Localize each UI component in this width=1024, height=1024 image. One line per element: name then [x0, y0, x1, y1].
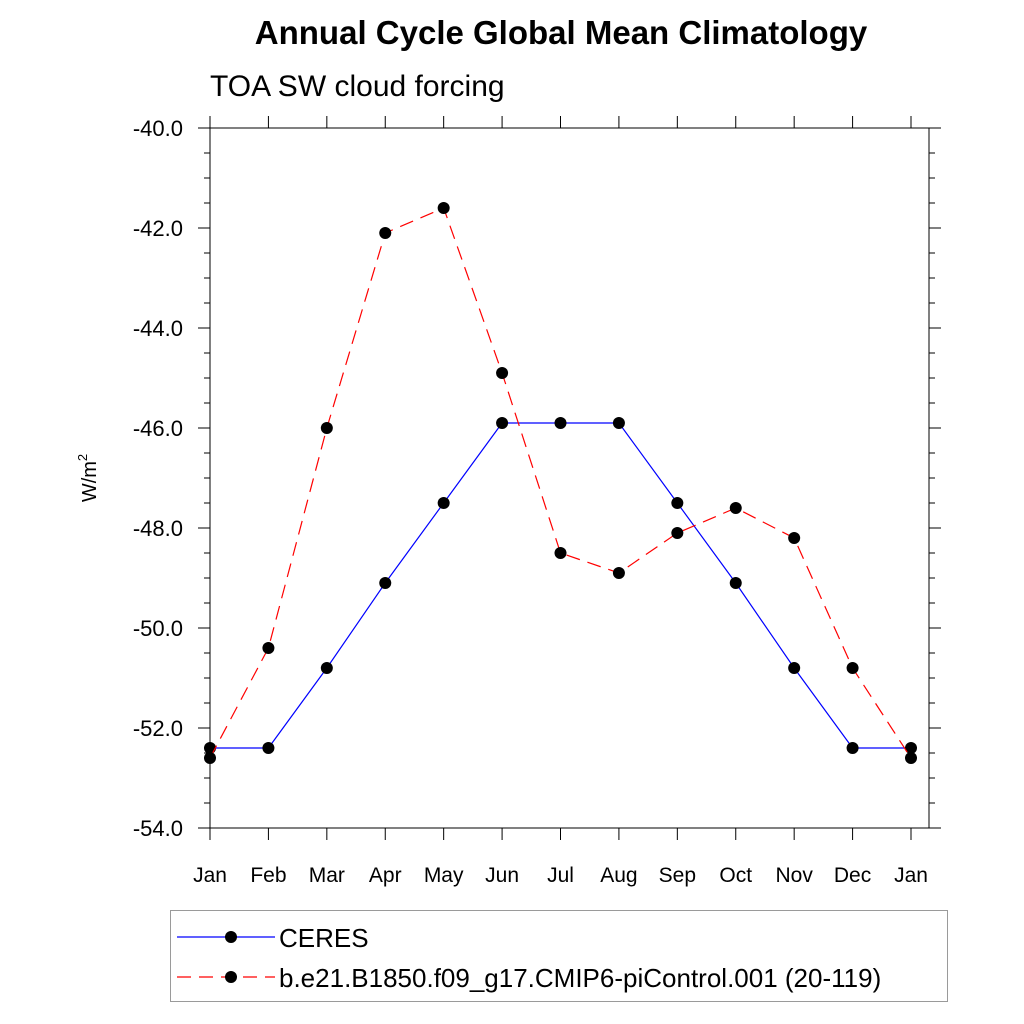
x-tick-label: Nov — [775, 864, 813, 887]
y-axis-label-superscript: 2 — [75, 454, 90, 461]
data-point — [554, 547, 567, 559]
legend-item-ceres: CERES — [171, 917, 947, 957]
series-line — [209, 207, 912, 759]
data-point — [204, 742, 216, 754]
x-tick-label: Jun — [485, 864, 519, 887]
legend-label-ceres: CERES — [279, 923, 369, 953]
x-tick-label: Jan — [894, 864, 928, 887]
legend-label-model: b.e21.B1850.f09_g17.CMIP6-piControl.001 … — [279, 963, 882, 993]
data-point — [612, 417, 625, 429]
series-ceres — [204, 417, 917, 754]
x-tick-label: Mar — [309, 864, 345, 887]
x-tick-label: Sep — [659, 864, 696, 887]
x-tick-label: Jan — [193, 864, 227, 887]
data-point — [729, 502, 742, 514]
line-chart: -40.0 -42.0 -44.0 -46.0 -48.0 -50.0 -52.0 -54.0… — [75, 116, 941, 887]
data-point — [262, 642, 275, 654]
y-tick-label: -46.0 — [133, 416, 183, 441]
x-tick-label: May — [424, 864, 464, 887]
x-tick-label: Apr — [369, 864, 402, 887]
data-point — [496, 417, 509, 429]
y-axis-label: W/m2 — [75, 454, 101, 502]
data-point — [788, 532, 801, 544]
data-point — [905, 752, 917, 764]
data-point — [788, 662, 801, 674]
y-tick-label: -40.0 — [133, 116, 183, 141]
legend-swatch-ceres — [177, 931, 275, 943]
data-point — [379, 577, 392, 589]
plot-frame — [209, 127, 930, 829]
data-point — [204, 752, 216, 764]
y-tick-label: -52.0 — [133, 716, 183, 741]
data-point — [437, 202, 450, 214]
data-point — [846, 742, 859, 754]
data-point — [554, 417, 567, 429]
data-point — [379, 227, 392, 239]
data-point — [320, 662, 333, 674]
series-line — [210, 422, 911, 749]
data-point — [905, 742, 917, 754]
series-model — [204, 202, 917, 764]
x-tick-label: Feb — [250, 864, 286, 887]
x-tick-label: Oct — [719, 864, 752, 887]
y-tick-label: -54.0 — [133, 816, 183, 841]
legend: CERES b.e21.B1850.f09_g17.CMIP6-piContro… — [170, 910, 948, 1002]
data-point — [496, 367, 509, 379]
data-point — [671, 497, 684, 509]
chart-title: Annual Cycle Global Mean Climatology — [254, 14, 868, 51]
svg-text:W/m2: W/m2 — [75, 454, 101, 502]
y-axis-label-text: W/m — [79, 461, 101, 502]
data-point — [437, 497, 450, 509]
y-tick-label: -42.0 — [133, 216, 183, 241]
x-tick-label: Aug — [600, 864, 637, 887]
y-tick-label: -48.0 — [133, 516, 183, 541]
data-point — [671, 527, 684, 539]
data-point — [262, 742, 275, 754]
x-tick-label: Dec — [834, 864, 871, 887]
legend-swatch-model — [177, 971, 275, 983]
y-tick-label: -44.0 — [133, 316, 183, 341]
y-tick-label: -50.0 — [133, 616, 183, 641]
legend-item-model: b.e21.B1850.f09_g17.CMIP6-piControl.001 … — [171, 957, 947, 997]
data-point — [320, 422, 333, 434]
data-point — [729, 577, 742, 589]
data-point — [846, 662, 859, 674]
x-tick-label: Jul — [547, 864, 574, 887]
chart-subtitle: TOA SW cloud forcing — [210, 70, 505, 103]
data-point — [612, 567, 625, 579]
